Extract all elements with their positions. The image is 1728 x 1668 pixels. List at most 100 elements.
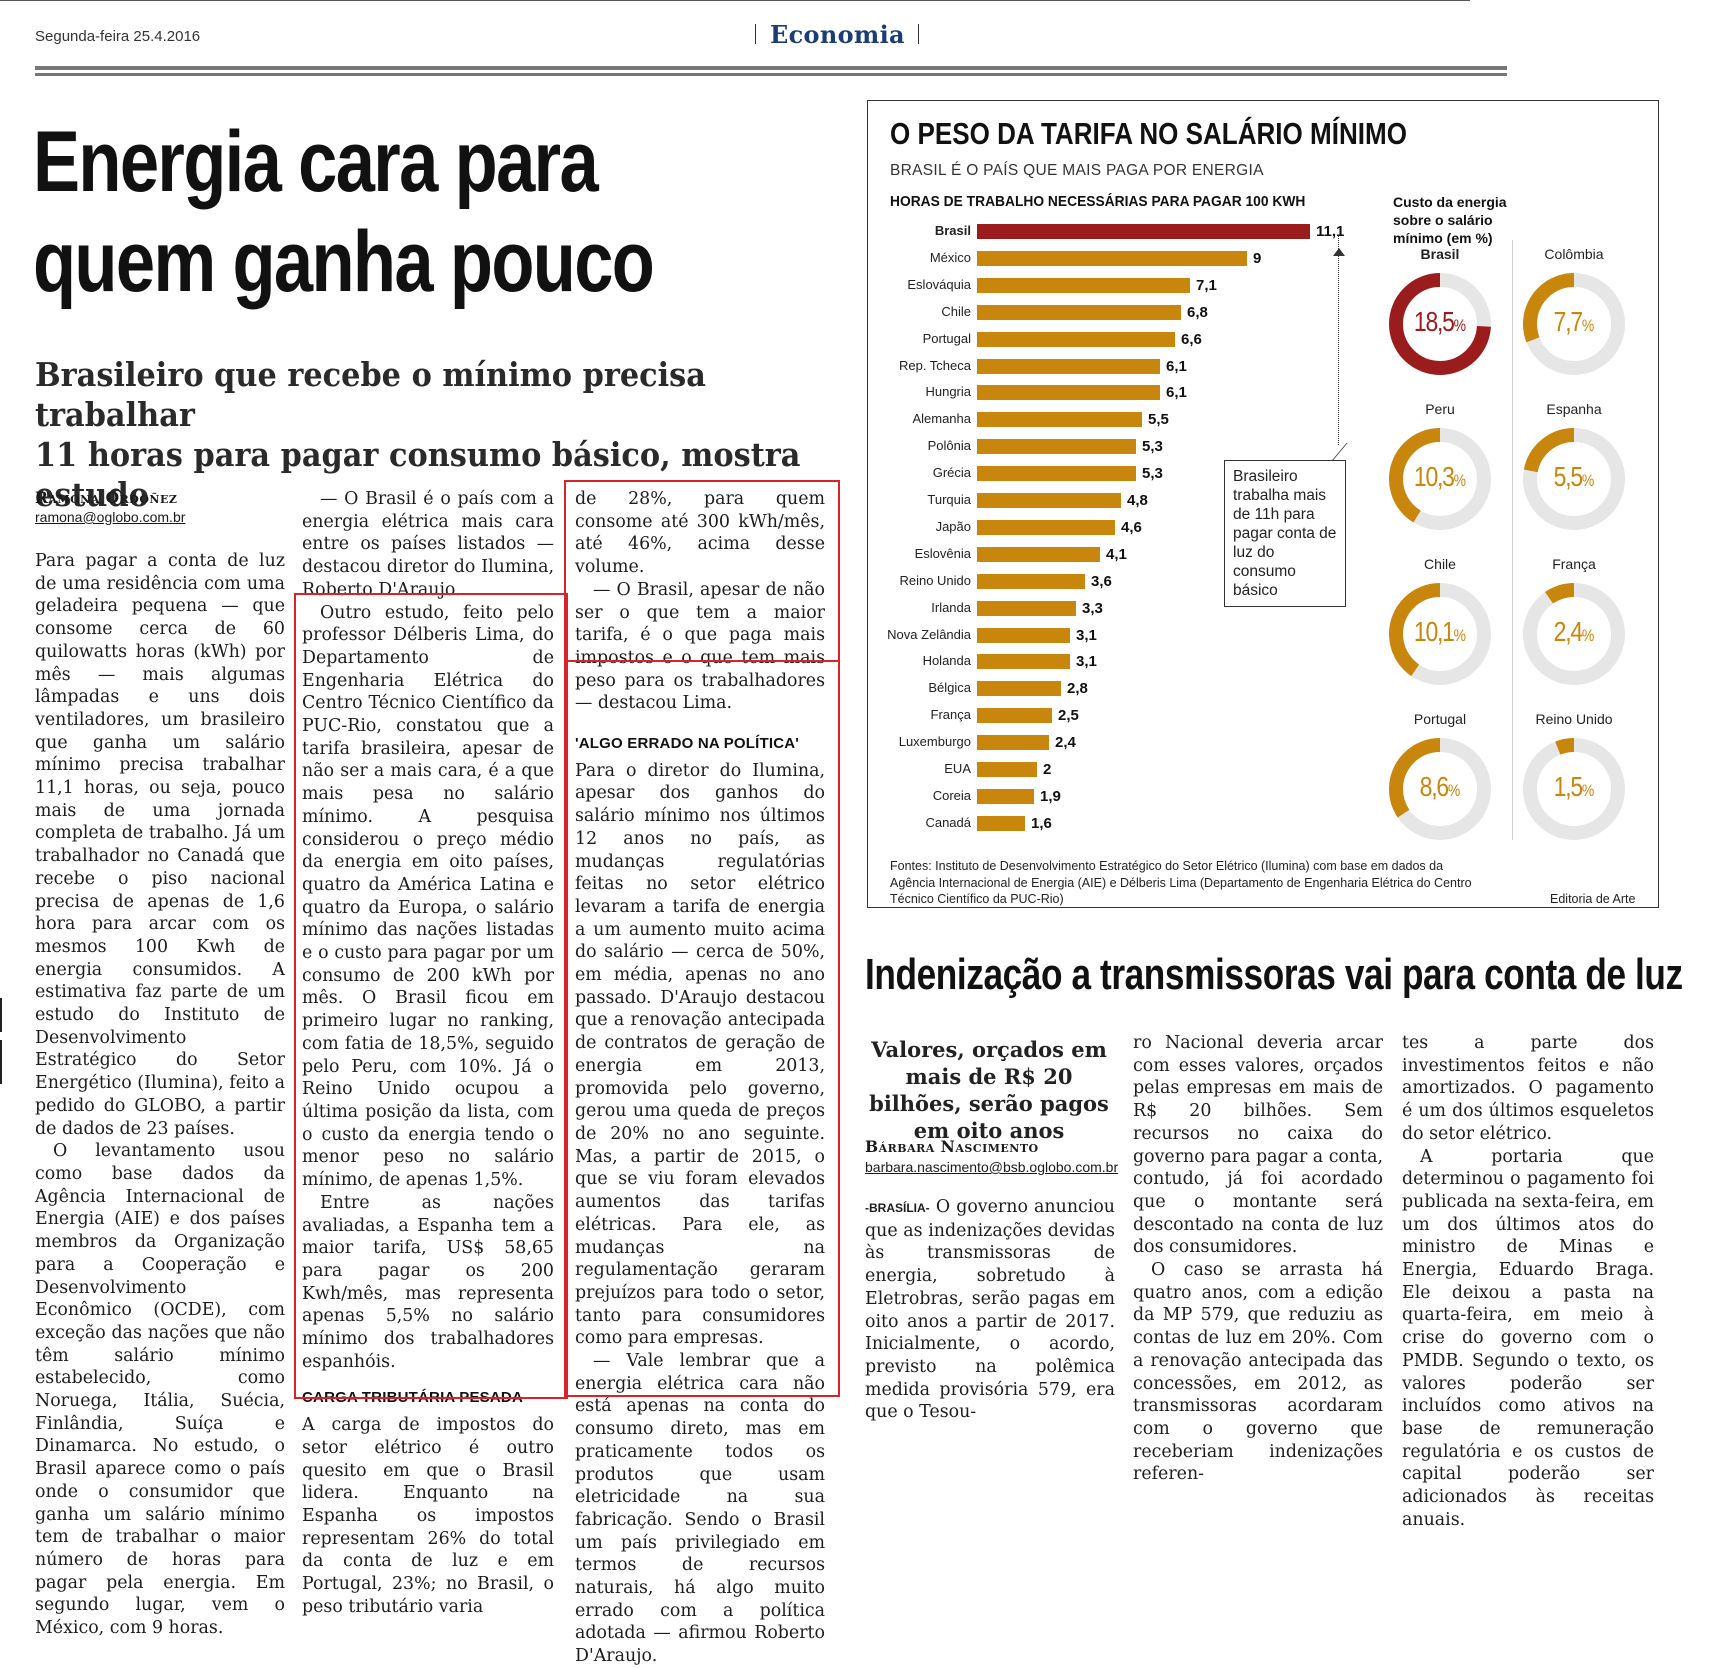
second-byline: Bárbara Nascimento barbara.nascimento@bs…: [865, 1137, 1125, 1175]
donut-value-number: 18,5: [1413, 306, 1455, 337]
author-name: Ramona Ordoñez: [35, 488, 178, 507]
donut-slice: [1389, 738, 1491, 840]
second-col3-paragraph-1: tes a parte dos investimentos feitos e n…: [1402, 1033, 1654, 1144]
col1-paragraph-2: O levantamento usou como base dados da A…: [35, 1141, 285, 1639]
col2-paragraph-2: Outro estudo, feito pelo professor Délbe…: [302, 602, 554, 1191]
article-column-2: — O Brasil é o país com a energia elétri…: [302, 488, 554, 1618]
bar-value-label: 1,6: [1031, 814, 1052, 832]
main-deck: Brasileiro que recebe o mínimo precisa t…: [35, 355, 808, 515]
callout-box: Brasileiro trabalha mais de 11h para pag…: [1224, 460, 1346, 607]
donut-ring: [1389, 583, 1491, 685]
bar-label: Eslovênia: [914, 545, 971, 561]
bar-label: Rep. Tcheca: [898, 357, 971, 373]
donut-heading: Custo da energia sobre o salário mínimo …: [1393, 194, 1507, 246]
bar-label: Canadá: [925, 814, 971, 830]
bar: [977, 681, 1061, 697]
second-col1-text: O governo anunciou que as indenizações d…: [865, 1197, 1115, 1423]
byline: Ramona Ordoñez ramona@oglobo.com.br: [35, 488, 285, 525]
bar-value-label: 5,3: [1142, 438, 1163, 456]
bar-label: Chile: [941, 303, 971, 319]
bar-label: Bélgica: [928, 680, 971, 696]
infographic-credit: Editoria de Arte: [1550, 892, 1636, 906]
second-column-3: tes a parte dos investimentos feitos e n…: [1402, 1032, 1654, 1531]
donut-slice: [1389, 273, 1491, 375]
top-rule: [0, 0, 1470, 1]
donut-ring: [1523, 583, 1625, 685]
headline-line-1: Energia cara para: [33, 114, 599, 210]
bar-label: Grécia: [932, 465, 971, 481]
col1-paragraph-1: Para pagar a conta de luz de uma residên…: [35, 551, 285, 1139]
donut-value: 2,4%: [1525, 616, 1623, 648]
donut-ring: [1389, 428, 1491, 530]
donut-value-unit: %: [1581, 471, 1595, 490]
bar-value-label: 6,6: [1181, 330, 1202, 348]
deck-line-1: Brasileiro que recebe o mínimo precisa t…: [35, 355, 706, 434]
donut-grid: Brasil 18,5% Colômbia 7,7% Peru 10,3% Espanha 5…: [1380, 240, 1650, 840]
section-title: Economia: [770, 20, 905, 49]
bar-chart-heading: HORAS DE TRABALHO NECESSÁRIAS PARA PAGAR…: [890, 193, 1306, 210]
bar-label: Turquia: [927, 492, 971, 507]
col3-paragraph-1: de 28%, para quem consome até 300 kWh/mê…: [575, 489, 825, 578]
col3-paragraph-4: — Vale lembrar que a energia elétrica ca…: [575, 1351, 825, 1667]
second-col2-paragraph-1: ro Nacional deveria arcar com esses valo…: [1133, 1033, 1383, 1258]
bar-label: Reino Unido: [899, 572, 971, 588]
deck-line-2: 11 horas para pagar consumo básico, most…: [35, 435, 801, 514]
bar-label: Portugal: [922, 330, 971, 346]
dateline: -BRASÍLIA-: [865, 1201, 930, 1215]
header-rule: [35, 66, 1507, 70]
bar-value-label: 4,8: [1127, 492, 1148, 509]
donut-label: Chile: [1424, 556, 1456, 572]
bar-value-label: 9: [1253, 249, 1262, 267]
bar-value-label: 6,8: [1187, 303, 1208, 321]
bar-label: Eslováquia: [907, 276, 971, 292]
second-col1-paragraph-1: -BRASÍLIA- O governo anunciou que as ind…: [865, 1196, 1115, 1424]
donut-value-unit: %: [1453, 626, 1467, 645]
donut-ring: [1523, 428, 1625, 530]
bar-label: Coreia: [932, 787, 971, 803]
donut-value-unit: %: [1581, 316, 1595, 335]
bar-value-label: 7,1: [1196, 276, 1217, 294]
donut-value-number: 8,6: [1419, 771, 1449, 802]
bar: [977, 815, 1025, 831]
donut-value: 1,5%: [1525, 771, 1623, 803]
donut-value-unit: %: [1453, 316, 1467, 335]
bar-label: México: [929, 249, 971, 265]
donut-value-unit: %: [1581, 781, 1595, 800]
bar-value-label: 3,1: [1076, 653, 1097, 671]
donut-slice: [1523, 738, 1625, 840]
col3-subhead: 'ALGO ERRADO NA POLÍTICA': [575, 735, 800, 753]
second-headline: Indenização a transmissoras vai para con…: [865, 950, 1683, 999]
second-column-1: -BRASÍLIA- O governo anunciou que as ind…: [865, 1196, 1115, 1424]
bar: [977, 358, 1160, 374]
bar-value-label: 3,1: [1076, 626, 1097, 644]
donut-value: 7,7%: [1525, 306, 1623, 338]
bar: [977, 304, 1181, 320]
col3-paragraph-2: — O Brasil, apesar de não ser o que tem …: [575, 579, 825, 714]
donut-slice: [1389, 428, 1491, 530]
headline-line-2: quem ganha pouco: [33, 214, 655, 310]
bar-label: EUA: [944, 761, 971, 776]
donut-value: 10,3%: [1391, 461, 1489, 493]
donut-value-number: 10,1: [1413, 616, 1455, 647]
donut-slice: [1523, 583, 1625, 685]
author-email[interactable]: ramona@oglobo.com.br: [35, 509, 186, 525]
highlight-box-column-3-body: [564, 658, 840, 1397]
infographic-sources: Fontes: Instituto de Desenvolvimento Est…: [890, 859, 1472, 906]
page-date: Segunda-feira 25.4.2016: [35, 28, 201, 45]
infographic-title: O PESO DA TARIFA NO SALÁRIO MÍNIMO: [890, 116, 1407, 151]
bar-value-label: 6,1: [1166, 357, 1187, 375]
second-author-email[interactable]: barbara.nascimento@bsb.oglobo.com.br: [865, 1159, 1119, 1175]
donut-ring: [1523, 273, 1625, 375]
bar-value-label: 5,3: [1142, 465, 1163, 483]
donut-value-unit: %: [1447, 781, 1461, 800]
donut-value-unit: %: [1581, 626, 1595, 645]
bar: [977, 627, 1070, 643]
donut-ring: [1389, 273, 1491, 375]
bar: [977, 439, 1136, 455]
bar-chart: Brasil 11,1 México 9 Eslováquia 7,1 Chile 6,8 Po…: [870, 223, 1390, 844]
donut-label: França: [1552, 556, 1596, 572]
col2-paragraph-1: — O Brasil é o país com a energia elétri…: [302, 489, 554, 600]
donut-value-number: 1,5: [1553, 771, 1583, 802]
donut-ring: [1389, 738, 1491, 840]
bar: [977, 412, 1142, 428]
